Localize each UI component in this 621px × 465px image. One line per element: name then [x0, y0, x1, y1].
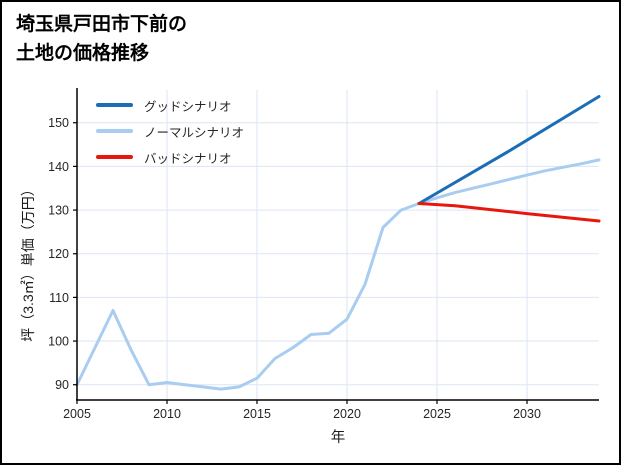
legend: グッドシナリオ ノーマルシナリオ バッドシナリオ: [96, 92, 244, 170]
x-tick-label-2015: 2015: [243, 407, 271, 421]
legend-label-normal-scenario: ノーマルシナリオ: [144, 125, 245, 140]
series-line-バッドシナリオ: [417, 202, 601, 223]
x-axis-label: 年: [330, 430, 346, 446]
y-tick-label-140: 140: [48, 160, 69, 174]
legend-swatch-good-scenario: [96, 103, 133, 107]
x-tick-label-2030: 2030: [513, 407, 541, 421]
y-tick-label-150: 150: [48, 116, 69, 130]
y-tick-label-90: 90: [55, 378, 69, 392]
y-tick-label-100: 100: [48, 335, 69, 349]
legend-item-normal-scenario: ノーマルシナリオ: [96, 118, 244, 144]
legend-label-good-scenario: グッドシナリオ: [144, 99, 232, 114]
legend-swatch-normal-scenario: [96, 129, 133, 133]
series-line-ノーマルシナリオ: [75, 158, 601, 391]
y-tick-label-130: 130: [48, 204, 69, 218]
y-tick-label-110: 110: [49, 291, 69, 305]
page-title-line2: 土地の価格推移: [16, 43, 150, 64]
x-tick-label-2005: 2005: [63, 407, 91, 421]
legend-item-good-scenario: グッドシナリオ: [96, 92, 244, 118]
x-tick-label-2025: 2025: [423, 407, 451, 421]
series-line-グッドシナリオ: [417, 95, 601, 205]
page-title-line1: 埼玉県戸田市下前の: [16, 14, 188, 35]
legend-swatch-bad-scenario: [96, 155, 133, 159]
x-tick-label-2020: 2020: [333, 407, 361, 421]
legend-label-bad-scenario: バッドシナリオ: [144, 151, 232, 166]
legend-item-bad-scenario: バッドシナリオ: [96, 144, 244, 170]
y-tick-label-120: 120: [48, 247, 69, 261]
page-title: 埼玉県戸田市下前の 土地の価格推移: [16, 10, 187, 68]
x-tick-label-2010: 2010: [153, 407, 181, 421]
y-axis-label: 坪（3.3㎡）単価（万円）: [20, 182, 36, 342]
